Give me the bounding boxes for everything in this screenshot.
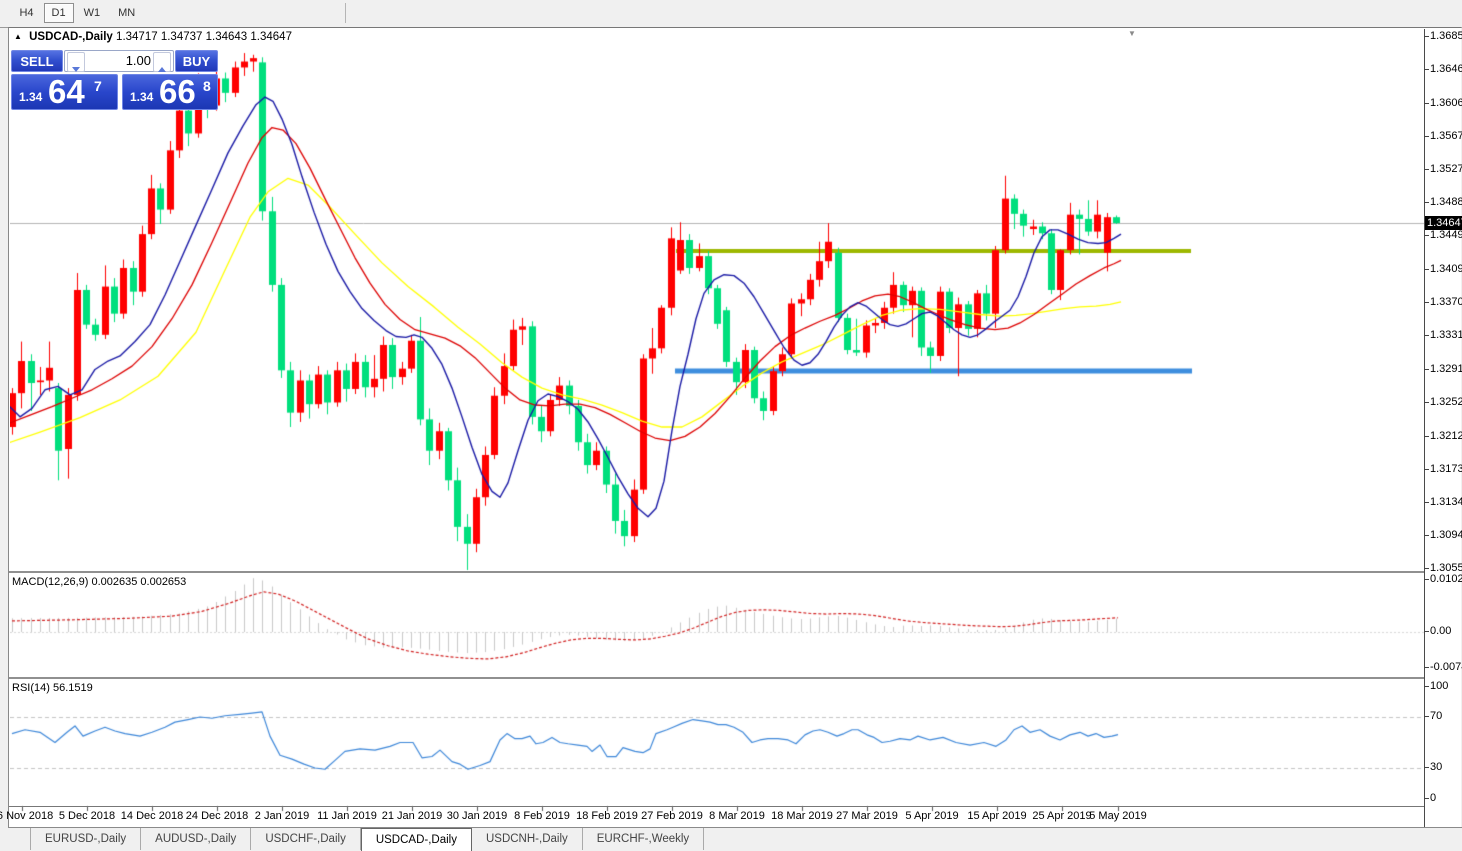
price-axis-border: [1424, 29, 1425, 827]
timeframe-tab-mn[interactable]: MN: [118, 7, 136, 19]
price-axis-label: 1.33700: [1424, 296, 1462, 308]
spin-down-arrow-icon: [72, 67, 80, 72]
macd-axis-label: 0.00: [1423, 625, 1452, 637]
date-axis-label: 14 Dec 2018: [120, 810, 184, 822]
price-axis-label: 1.36060: [1424, 97, 1462, 109]
price-axis-label: 1.32120: [1424, 430, 1462, 442]
rsi-axis-label: 30: [1423, 761, 1443, 773]
rsi-indicator-label: RSI(14) 56.1519: [12, 682, 93, 694]
rsi-axis-label: 0: [1423, 792, 1437, 804]
ohlc-open: 1.34717: [116, 31, 158, 43]
date-axis-label: 2 Jan 2019: [254, 810, 310, 822]
symbol-tab-eurusd[interactable]: EURUSD-,Daily: [30, 828, 142, 850]
symbol-tab-usdcad[interactable]: USDCAD-,Daily: [360, 828, 472, 851]
date-axis-label: 25 Apr 2019: [1032, 810, 1092, 822]
macd-pane-splitter[interactable]: [9, 571, 1424, 573]
date-axis-label: 30 Jan 2019: [446, 810, 508, 822]
price-axis-label: 1.35270: [1424, 163, 1462, 175]
sell-price-prefix: 1.34: [19, 90, 43, 104]
chart-title: ▲ USDCAD-,Daily 1.34717 1.34737 1.34643 …: [14, 31, 292, 43]
date-axis-label: 5 May 2019: [1089, 810, 1147, 822]
ohlc-low: 1.34643: [205, 31, 248, 43]
toolbar-separator: [345, 3, 346, 23]
current-price-box: 1.34647: [1425, 216, 1462, 230]
date-axis-label: 27 Mar 2019: [836, 810, 898, 822]
rsi-pane-bottom-border: [9, 806, 1424, 807]
date-axis-label: 24 Dec 2018: [185, 810, 249, 822]
symbol-tab-usdchf[interactable]: USDCHF-,Daily: [251, 828, 361, 850]
symbol-tab-audusd[interactable]: AUDUSD-,Daily: [141, 828, 252, 850]
date-axis-label: 5 Apr 2019: [905, 810, 959, 822]
volume-decrease-button[interactable]: [67, 52, 85, 72]
rsi-axis-label: 100: [1423, 680, 1449, 692]
price-axis-label: 1.31340: [1424, 496, 1462, 508]
buy-button[interactable]: BUY: [175, 50, 218, 72]
price-axis-label: 1.34880: [1424, 196, 1462, 208]
date-axis-label: 8 Mar 2019: [709, 810, 765, 822]
sell-price-panel[interactable]: 1.34 64 7: [11, 73, 118, 110]
macd-axis-label: -0.00747: [1423, 661, 1462, 673]
sell-price-pip: 7: [94, 78, 102, 94]
price-axis-label: 1.34090: [1424, 263, 1462, 275]
date-axis-label: 26 Nov 2018: [0, 810, 54, 822]
volume-increase-button[interactable]: [153, 52, 171, 72]
price-axis-label: 1.33310: [1424, 329, 1462, 341]
timeframe-tab-h4[interactable]: H4: [19, 7, 34, 19]
volume-value[interactable]: 1.00: [125, 53, 151, 68]
date-axis-label: 5 Dec 2018: [58, 810, 116, 822]
price-axis-label: 1.31730: [1424, 463, 1462, 475]
sell-button[interactable]: SELL: [11, 50, 63, 72]
buy-price-prefix: 1.34: [130, 90, 154, 104]
one-click-trade-panel: SELL 1.00 BUY 1.34 64 7 1.34 66 8: [11, 50, 218, 110]
date-axis-label: 21 Jan 2019: [381, 810, 443, 822]
ohlc-high: 1.34737: [160, 31, 203, 43]
timeframe-tab-w1[interactable]: W1: [83, 7, 101, 19]
date-axis-bottom-border: [8, 827, 1462, 828]
macd-indicator-label: MACD(12,26,9) 0.002635 0.002653: [12, 576, 187, 588]
collapse-trade-panel-icon[interactable]: ▲: [14, 32, 22, 41]
date-axis-label: 15 Apr 2019: [967, 810, 1027, 822]
price-axis-label: 1.35670: [1424, 130, 1462, 142]
price-axis-label: 1.32520: [1424, 396, 1462, 408]
spin-up-arrow-icon: [158, 67, 166, 72]
buy-price-panel[interactable]: 1.34 66 8: [122, 73, 218, 110]
date-axis-label: 27 Feb 2019: [641, 810, 703, 822]
timeframe-toolbar: H4 D1 W1 MN: [0, 0, 1462, 28]
main-chart-canvas[interactable]: [10, 29, 1424, 827]
buy-price-big: 66: [159, 73, 196, 110]
symbol-tab-bar: EURUSD-,Daily AUDUSD-,Daily USDCHF-,Daily U…: [0, 828, 1462, 851]
date-axis-label: 18 Mar 2019: [771, 810, 833, 822]
price-axis-label: 1.30940: [1424, 529, 1462, 541]
date-axis-label: 18 Feb 2019: [576, 810, 638, 822]
ohlc-close: 1.34647: [250, 31, 292, 43]
price-axis-label: 1.34490: [1424, 229, 1462, 241]
volume-box: 1.00: [64, 50, 174, 72]
date-axis-label: 11 Jan 2019: [317, 810, 377, 822]
chart-shift-marker-icon[interactable]: ▼: [1128, 29, 1136, 38]
rsi-axis-label: 70: [1423, 710, 1443, 722]
symbol-tab-usdcnh[interactable]: USDCNH-,Daily: [472, 828, 583, 850]
price-axis-label: 1.32910: [1424, 363, 1462, 375]
price-axis-label: 1.36850: [1424, 30, 1462, 42]
sell-price-big: 64: [48, 73, 85, 110]
symbol-name: USDCAD-,Daily: [29, 31, 113, 43]
price-axis-label: 1.36460: [1424, 63, 1462, 75]
timeframe-tab-d1[interactable]: D1: [43, 3, 74, 23]
buy-price-pip: 8: [203, 78, 211, 94]
rsi-pane-splitter[interactable]: [9, 677, 1424, 679]
macd-axis-label: 0.010229: [1424, 573, 1462, 585]
date-axis-label: 8 Feb 2019: [514, 810, 570, 822]
symbol-tab-eurchf[interactable]: EURCHF-,Weekly: [583, 828, 705, 850]
